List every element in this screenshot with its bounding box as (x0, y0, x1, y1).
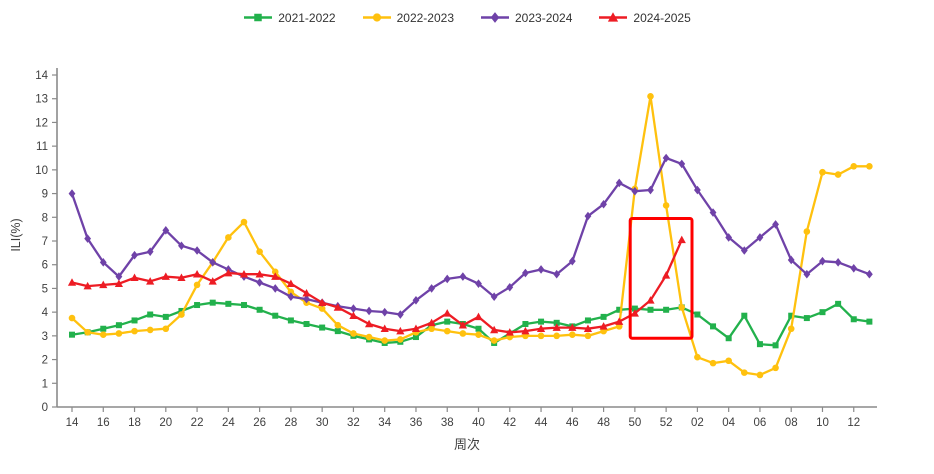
x-tick-label: 08 (785, 417, 798, 429)
x-tick-label: 40 (472, 417, 485, 429)
x-tick-label: 44 (535, 417, 548, 429)
x-tick-label: 22 (191, 417, 204, 429)
y-tick-label: 11 (36, 141, 48, 153)
x-tick-label: 46 (566, 417, 579, 429)
legend-label: 2022-2023 (396, 10, 454, 25)
x-tick-label: 04 (722, 417, 735, 429)
x-tick-label: 50 (628, 417, 641, 429)
x-tick-label: 14 (66, 417, 79, 429)
x-axis-title: 周次 (453, 437, 480, 452)
legend-label: 2023-2024 (515, 10, 573, 25)
series-2022-2023 (68, 93, 873, 379)
y-tick-label: 6 (42, 260, 48, 272)
x-tick-label: 24 (222, 417, 235, 429)
x-tick-label: 26 (253, 417, 266, 429)
x-tick-label: 12 (847, 417, 860, 429)
y-tick-label: 5 (42, 283, 48, 295)
y-tick-label: 4 (42, 307, 49, 319)
x-tick-label: 52 (660, 417, 673, 429)
series-2024-2025 (67, 235, 686, 336)
x-tick-label: 30 (316, 417, 329, 429)
x-tick-label: 18 (128, 417, 141, 429)
x-tick-label: 06 (754, 417, 767, 429)
y-tick-label: 9 (42, 189, 48, 201)
series-2023-2024 (68, 153, 873, 319)
y-tick-label: 8 (42, 212, 48, 224)
y-tick-label: 0 (42, 402, 48, 414)
x-tick-label: 32 (347, 417, 360, 429)
legend-label: 2024-2025 (633, 10, 691, 25)
y-tick-label: 3 (42, 331, 48, 343)
x-tick-label: 36 (410, 417, 423, 429)
legend-item-2021-2022[interactable]: 2021-2022 (243, 10, 336, 25)
legend-item-2023-2024[interactable]: 2023-2024 (480, 10, 572, 25)
y-tick-label: 13 (35, 94, 48, 106)
x-tick-label: 34 (378, 417, 391, 429)
y-tick-label: 14 (35, 70, 48, 82)
highlight-box (628, 217, 694, 340)
series-2021-2022 (69, 299, 873, 349)
x-tick-label: 42 (503, 417, 516, 429)
x-tick-label: 02 (691, 417, 704, 429)
y-tick-label: 10 (35, 165, 48, 177)
legend-item-2024-2025[interactable]: 2024-2025 (598, 10, 691, 25)
legend-square-icon (244, 13, 273, 22)
y-tick-label: 1 (42, 378, 48, 390)
chart-legend: 2021-2022 2022-2023 2023-2024 2024-2025 (0, 10, 934, 25)
y-tick-label: 7 (42, 236, 48, 248)
legend-diamond-icon (481, 12, 509, 23)
x-tick-label: 28 (284, 417, 297, 429)
y-tick-label: 2 (42, 355, 48, 367)
x-tick-label: 10 (816, 417, 829, 429)
x-tick-label: 38 (441, 417, 454, 429)
y-tick-label: 12 (35, 117, 48, 129)
x-tick-label: 48 (597, 417, 610, 429)
x-tick-label: 20 (159, 417, 172, 429)
legend-circle-icon (362, 13, 391, 22)
legend-triangle-icon (599, 12, 628, 22)
legend-item-2022-2023[interactable]: 2022-2023 (362, 10, 454, 25)
y-axis-title: ILI(%) (9, 218, 23, 252)
x-tick-label: 16 (97, 417, 110, 429)
legend-label: 2021-2022 (278, 10, 336, 25)
